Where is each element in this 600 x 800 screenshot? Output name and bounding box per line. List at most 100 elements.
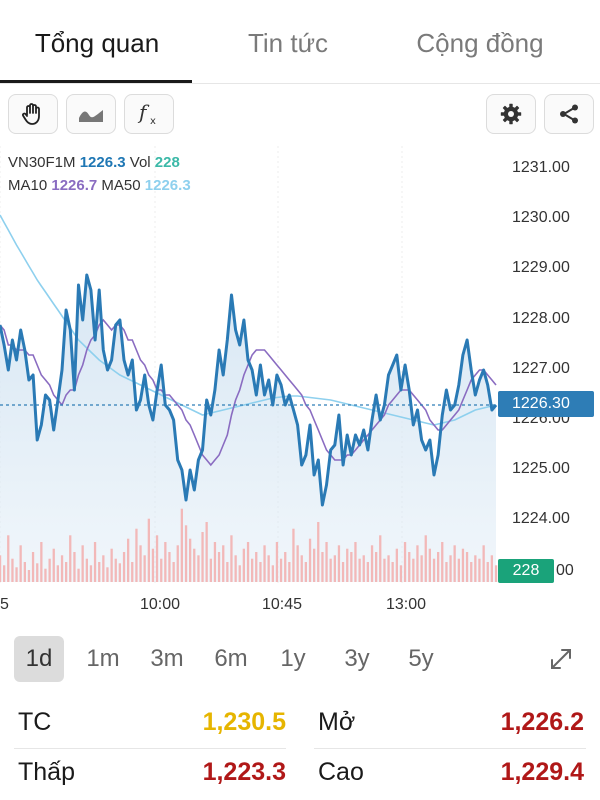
- volume-bar: [168, 552, 171, 582]
- volume-bar: [375, 552, 378, 582]
- fullscreen-button[interactable]: [546, 644, 576, 674]
- stat-value-open: 1,226.2: [500, 708, 584, 736]
- current-price-tag: 1226.30: [498, 391, 594, 417]
- volume-bar: [321, 552, 324, 582]
- volume-bar: [89, 565, 93, 582]
- volume-bar: [65, 562, 68, 582]
- volume-bar: [391, 562, 394, 582]
- volume-bar: [27, 570, 31, 582]
- volume-bar: [279, 558, 283, 582]
- settings-button[interactable]: [486, 94, 536, 134]
- volume-bar: [366, 562, 369, 582]
- volume-bar: [226, 562, 229, 582]
- volume-axis-label: 00: [556, 562, 574, 579]
- volume-bar: [11, 558, 14, 582]
- volume-bar: [370, 545, 374, 582]
- volume-bar: [313, 548, 316, 582]
- volume-bar: [470, 562, 473, 582]
- chart-canvas[interactable]: [0, 146, 600, 624]
- stat-label-high: Cao: [318, 758, 364, 786]
- y-tick-label: 1225.00: [512, 460, 570, 477]
- active-tab-underline: [0, 80, 192, 83]
- volume-bar: [122, 552, 126, 582]
- volume-bar: [308, 538, 312, 582]
- tab-overview[interactable]: Tổng quan: [34, 28, 160, 58]
- top-tab-bar: Tổng quan Tin tức Cộng đồng: [0, 0, 600, 84]
- hand-drag-button[interactable]: [8, 94, 58, 134]
- volume-bar: [19, 545, 22, 582]
- hand-drag-icon: [22, 103, 40, 125]
- time-range-selector: 1d 1m 3m 6m 1y 3y 5y: [0, 636, 600, 686]
- tab-community[interactable]: Cộng đồng: [416, 28, 544, 58]
- range-3y[interactable]: 3y: [344, 645, 370, 672]
- volume-bar: [209, 558, 212, 582]
- legend-price: 1226.3: [79, 154, 126, 171]
- volume-bar: [333, 555, 336, 582]
- volume-bar: [52, 548, 55, 582]
- legend-vol: 228: [154, 154, 180, 171]
- chart-style-button[interactable]: [66, 94, 116, 134]
- range-1m[interactable]: 1m: [86, 645, 120, 672]
- volume-bar: [246, 542, 250, 582]
- volume-bar: [490, 555, 493, 582]
- volume-bar: [201, 532, 204, 582]
- share-icon: [560, 104, 578, 124]
- volume-bar: [131, 562, 134, 582]
- volume-bar: [98, 562, 101, 582]
- volume-bar: [341, 562, 345, 582]
- volume-bar: [424, 535, 427, 582]
- legend-ma10-label: MA10: [8, 177, 48, 194]
- current-volume-tag: 228: [498, 559, 554, 583]
- volume-bar: [275, 542, 279, 582]
- volume-bar: [230, 535, 233, 582]
- area-chart-icon: [79, 110, 103, 122]
- stat-value-reference: 1,230.5: [202, 708, 286, 736]
- volume-bar: [193, 548, 196, 582]
- volume-bar: [263, 545, 266, 582]
- volume-bar: [403, 542, 407, 582]
- volume-bar: [85, 558, 88, 582]
- indicator-button[interactable]: f x: [124, 94, 174, 134]
- volume-bar: [93, 542, 97, 582]
- volume-bar: [412, 558, 415, 582]
- volume-bar: [317, 522, 320, 582]
- volume-bar: [118, 563, 121, 582]
- range-5y[interactable]: 5y: [408, 645, 434, 672]
- expand-icon: [551, 649, 571, 669]
- volume-bar: [217, 552, 221, 582]
- volume-bar: [325, 542, 328, 582]
- range-1y[interactable]: 1y: [280, 645, 306, 672]
- volume-bar: [387, 555, 390, 582]
- volume-bar: [300, 555, 303, 582]
- volume-bar: [151, 548, 155, 582]
- range-1d[interactable]: 1d: [14, 636, 64, 682]
- tab-news[interactable]: Tin tức: [247, 28, 328, 58]
- volume-bar: [441, 542, 444, 582]
- volume-bar: [143, 555, 146, 582]
- x-tick-label: 5: [0, 596, 9, 613]
- volume-bar: [432, 558, 436, 582]
- volume-bar: [180, 508, 183, 582]
- volume-bar: [399, 565, 403, 582]
- price-chart[interactable]: VN30F1M 1226.3 Vol 228 MA10 1226.7 MA50 …: [0, 146, 600, 624]
- volume-bar: [362, 555, 365, 582]
- volume-bar: [48, 558, 51, 582]
- share-button[interactable]: [544, 94, 594, 134]
- volume-bar: [110, 548, 113, 582]
- volume-bar: [147, 518, 150, 582]
- y-tick-label: 1228.00: [512, 310, 570, 327]
- y-tick-label: 1224.00: [512, 510, 570, 527]
- range-6m[interactable]: 6m: [214, 645, 248, 672]
- volume-bar: [197, 555, 200, 582]
- volume-bar: [60, 555, 64, 582]
- volume-bar: [23, 562, 26, 582]
- price-area: [0, 275, 496, 582]
- volume-bar: [172, 562, 175, 582]
- volume-bar: [222, 545, 225, 582]
- volume-bar: [296, 545, 299, 582]
- volume-bar: [416, 545, 419, 582]
- volume-bar: [139, 545, 142, 582]
- stat-label-low: Thấp: [18, 758, 75, 786]
- range-3m[interactable]: 3m: [150, 645, 184, 672]
- volume-bar: [213, 542, 217, 582]
